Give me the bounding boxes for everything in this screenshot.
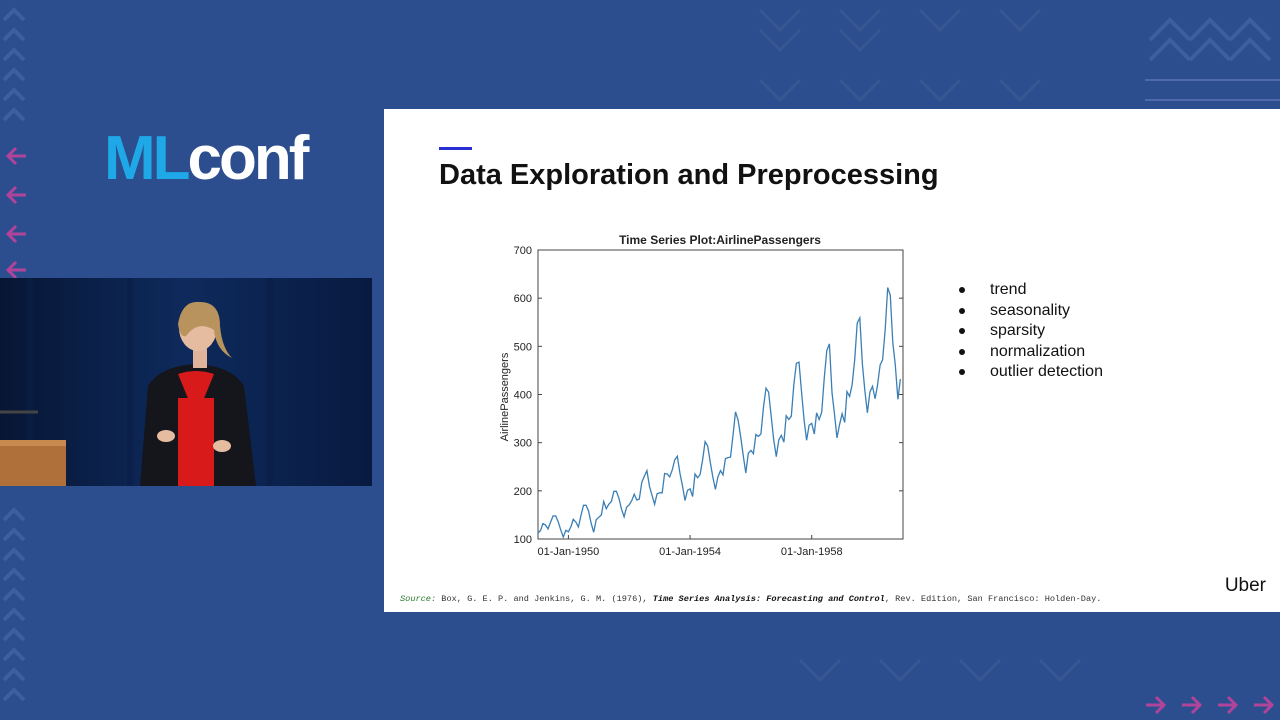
x-tick-label: 01-Jan-1954	[659, 546, 721, 558]
y-tick-label: 500	[514, 341, 532, 353]
title-accent-bar	[439, 147, 472, 150]
bullet-dot	[959, 348, 965, 355]
bullet-dot	[959, 328, 965, 335]
y-tick-label: 100	[514, 534, 532, 546]
slide-title: Data Exploration and Preprocessing	[439, 159, 939, 191]
speaker-video-frame	[0, 278, 372, 486]
plot-frame	[537, 249, 904, 540]
bullet-text: outlier detection	[990, 363, 1103, 380]
logo-ml: ML	[104, 124, 191, 193]
mlconf-logo: MLconf	[104, 128, 309, 190]
bullet-dot	[959, 369, 965, 376]
bullet-text: seasonality	[990, 301, 1071, 319]
source-citation: Source: Box, G. E. P. and Jenkins, G. M.…	[400, 594, 1101, 604]
uber-logo: Uber	[1224, 575, 1266, 596]
bullet-dot	[959, 307, 965, 314]
bullet-item: normalization	[956, 342, 1103, 363]
bullet-item: sparsity	[956, 321, 1103, 342]
y-tick-label: 200	[514, 486, 532, 498]
bullet-item: seasonality	[956, 301, 1103, 322]
y-tick-label: 400	[514, 390, 532, 402]
series-line-airline-passengers	[537, 287, 902, 540]
x-tick-label: 01-Jan-1950	[538, 546, 600, 558]
source-rest: , Rev. Edition, San Francisco: Holden-Da…	[884, 594, 1102, 604]
y-tick-label: 300	[514, 438, 532, 450]
source-book-title: Time Series Analysis: Forecasting and Co…	[652, 594, 885, 604]
y-tick-label: 700	[514, 245, 532, 257]
bullet-text: normalization	[990, 342, 1086, 360]
chart-title: Time Series Plot:AirlinePassengers	[619, 233, 821, 247]
logo-conf: conf	[187, 124, 310, 193]
y-axis-ticks: 100 200 300 400 500 600 700	[514, 245, 903, 546]
presentation-slide: Data Exploration and Preprocessing Time …	[384, 109, 1280, 612]
y-axis-label: AirlinePassengers	[499, 352, 511, 441]
time-series-chart: Time Series Plot:AirlinePassengers Airli…	[499, 233, 904, 558]
x-axis-ticks: 01-Jan-1950 01-Jan-1954 01-Jan-1958	[538, 535, 843, 558]
source-label: Source:	[400, 594, 437, 604]
bullet-text: trend	[990, 281, 1027, 298]
bullet-list: trend seasonality sparsity normalization…	[956, 280, 1103, 383]
bullet-text: sparsity	[990, 322, 1046, 339]
bullet-item: trend	[956, 280, 1103, 301]
speaker-video	[0, 278, 372, 486]
x-tick-label: 01-Jan-1958	[781, 546, 843, 558]
source-authors: Box, G. E. P. and Jenkins, G. M. (1976),	[441, 594, 648, 604]
bullet-item: outlier detection	[956, 362, 1103, 383]
bullet-dot	[959, 287, 965, 294]
y-tick-label: 600	[514, 293, 532, 305]
